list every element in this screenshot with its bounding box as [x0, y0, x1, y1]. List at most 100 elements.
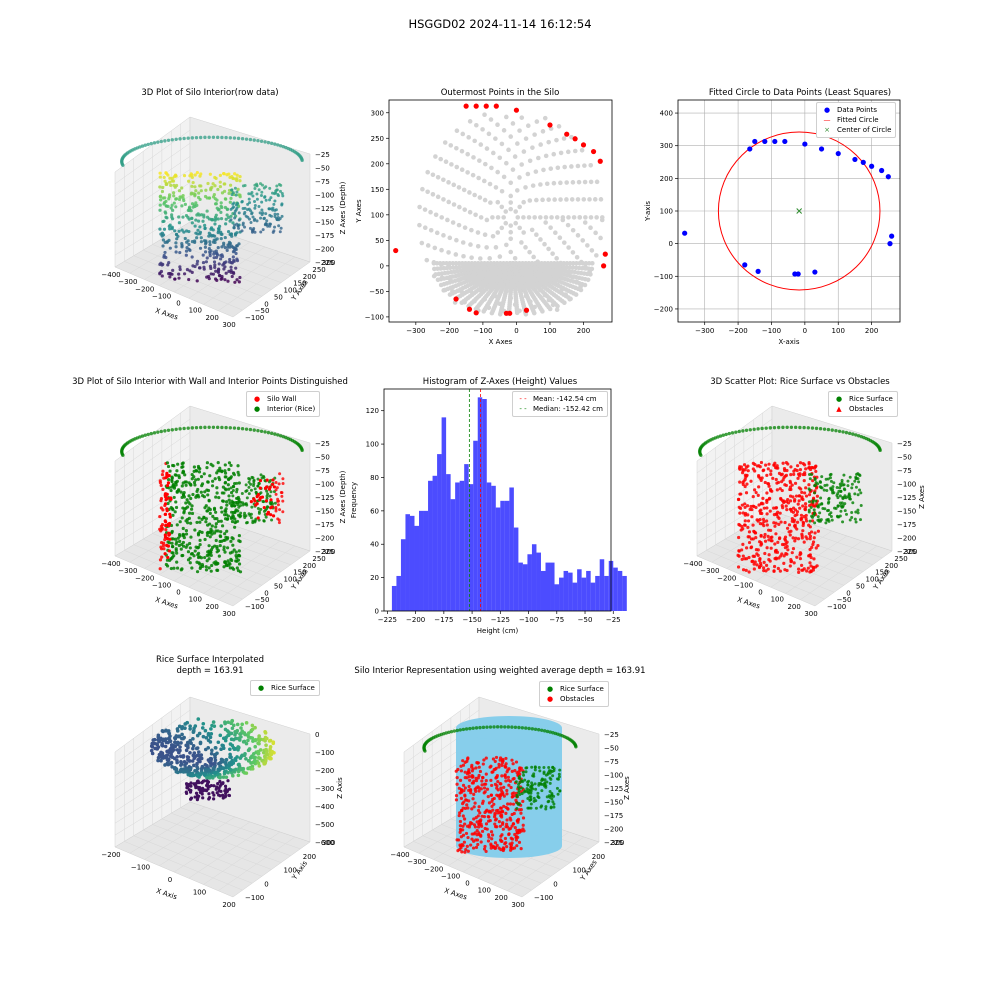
3d-point — [497, 846, 501, 850]
3d-point — [796, 567, 801, 571]
x-tick-label: 100 — [771, 596, 784, 604]
surface-point — [187, 758, 192, 763]
y-tick-label: 0 — [553, 880, 557, 888]
3d-point — [727, 431, 731, 436]
3d-point — [748, 428, 752, 432]
y-tick-label: 250 — [312, 266, 325, 274]
3d-point — [184, 501, 188, 505]
3d-point — [161, 487, 165, 491]
outer-grey-point — [493, 136, 498, 141]
3d-point — [521, 827, 525, 831]
y-tick-label: −200 — [654, 305, 673, 313]
3d-point — [164, 181, 168, 186]
3d-point — [456, 767, 460, 772]
3d-point — [240, 229, 244, 233]
3d-point — [741, 480, 745, 485]
y-tick-label: 50 — [856, 582, 865, 590]
3d-point — [795, 513, 799, 517]
3d-point — [235, 244, 239, 248]
3d-point — [158, 194, 163, 198]
3d-point — [502, 785, 506, 789]
3d-point — [778, 511, 782, 515]
outer-grey-point — [519, 240, 524, 245]
outer-grey-point — [457, 204, 462, 210]
3d-point — [219, 530, 223, 534]
3d-point — [839, 509, 843, 513]
y-tick-label: 300 — [660, 142, 673, 150]
outermost-red-point — [473, 310, 479, 316]
3d-point — [224, 563, 228, 567]
3d-point — [232, 258, 236, 263]
3d-point — [174, 547, 178, 551]
3d-point — [249, 220, 253, 224]
3d-point — [209, 226, 214, 230]
outer-grey-point — [588, 215, 594, 220]
3d-point — [822, 488, 826, 492]
3d-point — [194, 201, 198, 205]
3d-point — [216, 208, 221, 212]
histogram-bar — [572, 582, 578, 611]
3d-point — [807, 531, 811, 536]
3d-point — [228, 200, 232, 204]
3d-point — [774, 556, 778, 560]
3d-point — [756, 427, 760, 431]
3d-point — [181, 526, 185, 531]
z-tick-label: −175 — [315, 521, 334, 529]
3d-point — [744, 491, 749, 495]
3d-point — [515, 844, 519, 848]
wall-point — [163, 552, 167, 556]
3d-point — [255, 184, 259, 188]
3d-point — [214, 213, 218, 217]
3d-point — [162, 175, 166, 179]
3d-point — [208, 243, 212, 247]
surface-point — [191, 743, 196, 748]
3d-point — [188, 561, 192, 565]
3d-point — [245, 496, 249, 500]
3d-point — [499, 782, 503, 786]
3d-point — [281, 194, 285, 198]
3d-point — [266, 430, 271, 435]
grid-line — [696, 484, 773, 533]
wall-point — [163, 502, 168, 506]
histogram-bar — [595, 575, 600, 611]
3d-point — [231, 255, 235, 259]
3d-point — [243, 184, 247, 188]
outer-grey-point — [449, 162, 454, 167]
x-tick-label: −100 — [131, 864, 150, 872]
surface-point — [216, 767, 220, 772]
3d-point — [174, 481, 178, 485]
3d-point — [223, 278, 227, 282]
3d-point — [198, 425, 203, 430]
3d-point — [231, 494, 235, 498]
z-tick-label: −200 — [315, 246, 334, 254]
3d-point — [174, 137, 178, 141]
surface-point — [242, 771, 247, 775]
3d-point — [178, 195, 182, 199]
surface-point — [191, 753, 196, 758]
y-tick-label: 200 — [303, 273, 316, 281]
3d-point — [196, 545, 201, 549]
3d-point — [461, 828, 465, 832]
3d-point — [281, 477, 285, 481]
3d-point — [190, 551, 194, 556]
3d-point — [220, 469, 224, 473]
3d-point — [767, 538, 771, 542]
3d-point — [189, 535, 193, 539]
x-tick-label: −50 — [578, 616, 593, 624]
grid-line — [203, 540, 281, 594]
surface-point — [184, 743, 188, 748]
3d-point — [248, 427, 253, 432]
3d-point — [515, 793, 519, 797]
3d-point — [796, 476, 800, 480]
3d-point — [199, 475, 204, 479]
outer-grey-point — [428, 209, 433, 215]
y-tick-label: 50 — [274, 293, 283, 301]
3d-point — [193, 483, 197, 487]
outer-grey-point — [587, 197, 592, 202]
3d-point — [236, 426, 241, 431]
outer-grey-point — [454, 128, 460, 133]
3d-point — [237, 193, 241, 197]
3d-point — [181, 470, 186, 474]
outer-grey-point — [465, 151, 470, 157]
3d-point — [524, 726, 528, 730]
